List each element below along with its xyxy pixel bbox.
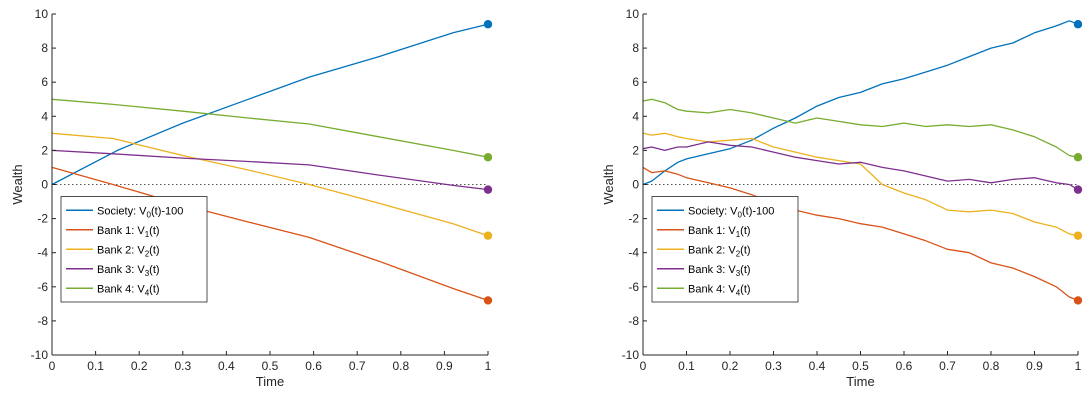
series-end-marker-1 xyxy=(1073,296,1083,305)
series-end-marker-3 xyxy=(483,185,493,194)
legend-label-3: Bank 3: V3(t) xyxy=(97,264,160,278)
y-tick-label: -2 xyxy=(37,212,48,226)
legend-label-1: Bank 1: V1(t) xyxy=(688,225,751,239)
x-tick-label: 0.6 xyxy=(305,359,322,373)
series-end-marker-4 xyxy=(1073,153,1083,162)
series-end-marker-1 xyxy=(483,296,493,305)
y-tick-label: 0 xyxy=(632,178,639,192)
y-tick-label: 8 xyxy=(41,41,48,55)
x-tick-label: 0.7 xyxy=(349,359,366,373)
x-tick-label: 0 xyxy=(49,359,56,373)
series-end-marker-4 xyxy=(483,153,493,162)
y-tick-label: 10 xyxy=(626,7,640,21)
y-tick-label: 10 xyxy=(35,7,49,21)
legend-label-2: Bank 2: V2(t) xyxy=(97,244,160,258)
x-axis-label: Time xyxy=(256,374,284,389)
legend-label-4: Bank 4: V4(t) xyxy=(688,283,751,297)
series-line-2 xyxy=(51,132,489,237)
series-line-3 xyxy=(51,149,489,191)
y-tick-label: -8 xyxy=(37,314,48,328)
x-tick-label: 0.2 xyxy=(131,359,148,373)
x-tick-label: 0.1 xyxy=(87,359,104,373)
y-tick-label: 4 xyxy=(41,109,48,123)
chart-panel-1: -10 -8 -6 -4 -2 0 2 4 6 8 10 0 0.1 0.2 0.3 0.4 0.5 0.6 0.7… xyxy=(10,7,493,389)
y-tick-label: 0 xyxy=(41,178,48,192)
series-end-marker-2 xyxy=(1073,231,1083,240)
legend: Society: V0(t)-100 Bank 1: V1(t) Bank 2: V… xyxy=(651,196,799,303)
x-axis-label: Time xyxy=(846,374,874,389)
y-tick-label: -4 xyxy=(628,246,639,260)
y-tick-label: -6 xyxy=(37,280,48,294)
series-end-marker-3 xyxy=(1073,185,1083,194)
y-tick-label: 6 xyxy=(41,75,48,89)
y-tick-label: 2 xyxy=(41,143,48,157)
series-line-0 xyxy=(51,23,489,186)
series-line-4 xyxy=(51,98,489,158)
legend: Society: V0(t)-100 Bank 1: V1(t) Bank 2: V… xyxy=(60,196,208,303)
y-tick-label: 2 xyxy=(632,143,639,157)
legend-label-1: Bank 1: V1(t) xyxy=(97,225,160,239)
y-tick-label: -8 xyxy=(628,314,639,328)
legend-box xyxy=(60,196,208,303)
legend-label-0: Society: V0(t)-100 xyxy=(97,205,183,219)
series-end-marker-2 xyxy=(483,231,493,240)
series-end-marker-0 xyxy=(483,20,493,29)
series-line-4 xyxy=(642,98,1079,158)
x-tick-label: 0.2 xyxy=(722,359,739,373)
x-tick-label: 0.9 xyxy=(1026,359,1043,373)
series-line-3 xyxy=(642,141,1079,191)
x-tick-label: 0.6 xyxy=(896,359,913,373)
x-tick-label: 0.3 xyxy=(174,359,191,373)
x-tick-label: 1 xyxy=(1075,359,1082,373)
x-tick-label: 0.7 xyxy=(939,359,956,373)
legend-label-0: Society: V0(t)-100 xyxy=(688,205,774,219)
y-tick-label: 8 xyxy=(632,41,639,55)
legend-label-3: Bank 3: V3(t) xyxy=(688,264,751,278)
y-tick-label: -10 xyxy=(31,348,49,362)
y-tick-label: -6 xyxy=(628,280,639,294)
series-line-1 xyxy=(642,166,1079,302)
series-end-marker-0 xyxy=(1073,20,1083,29)
y-tick-label: -10 xyxy=(622,348,640,362)
x-tick-label: 0.3 xyxy=(765,359,782,373)
y-tick-label: 4 xyxy=(632,109,639,123)
chart-panel-2: -10 -8 -6 -4 -2 0 2 4 6 8 10 0 0.1 0.2 0.3 0.4 0.5 0.6 0.7… xyxy=(601,7,1083,389)
x-tick-label: 1 xyxy=(485,359,492,373)
y-axis-label: Wealth xyxy=(601,164,616,204)
x-tick-label: 0.5 xyxy=(262,359,279,373)
legend-label-2: Bank 2: V2(t) xyxy=(688,244,751,258)
x-tick-label: 0.9 xyxy=(436,359,453,373)
series-line-0 xyxy=(642,20,1079,186)
x-tick-label: 0 xyxy=(640,359,647,373)
legend-label-4: Bank 4: V4(t) xyxy=(97,283,160,297)
series-line-2 xyxy=(642,132,1079,237)
x-tick-label: 0.5 xyxy=(852,359,869,373)
x-tick-label: 0.4 xyxy=(809,359,826,373)
x-tick-label: 0.1 xyxy=(678,359,695,373)
y-tick-label: -4 xyxy=(37,246,48,260)
x-tick-label: 0.8 xyxy=(983,359,1000,373)
y-tick-label: -2 xyxy=(628,212,639,226)
y-axis-label: Wealth xyxy=(10,164,25,204)
y-tick-label: 6 xyxy=(632,75,639,89)
x-tick-label: 0.4 xyxy=(218,359,235,373)
series-line-1 xyxy=(51,166,489,302)
x-tick-label: 0.8 xyxy=(392,359,409,373)
